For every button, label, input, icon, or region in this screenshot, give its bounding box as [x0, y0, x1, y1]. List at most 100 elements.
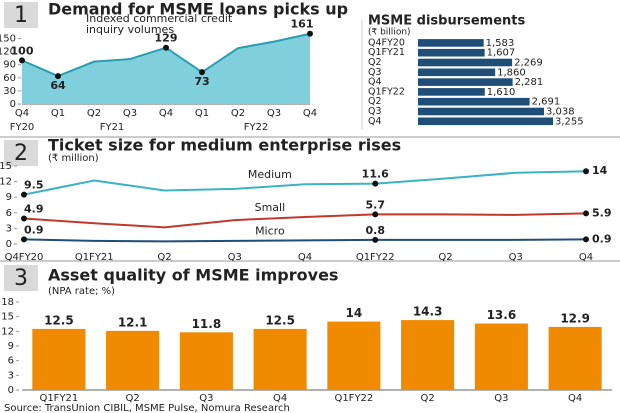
x-tick-label: Q2 [438, 252, 452, 263]
bar [418, 117, 553, 126]
x-group-label: FY21 [100, 122, 125, 133]
y-tick-label: Q3 [368, 106, 382, 117]
point [583, 168, 589, 175]
point [199, 69, 205, 76]
y-tick-label: Q1FY21 [368, 47, 405, 58]
x-tick-label: Q4 [303, 108, 317, 119]
point [19, 57, 25, 64]
point [21, 215, 27, 222]
bar [548, 326, 602, 390]
y-tick-label: 9 [6, 192, 12, 203]
area [22, 33, 310, 104]
y-tick-label: 3 [6, 223, 12, 234]
panel-title: Demand for MSME loans picks up [48, 0, 348, 19]
data-label: 5.9 [592, 206, 612, 219]
source: Source: TransUnion CIBIL, MSME Pulse, No… [4, 403, 290, 413]
y-tick-label: 150 [0, 34, 16, 45]
badge-number: 1 [14, 3, 28, 28]
y-tick-label: Q4 [368, 116, 382, 127]
x-tick-label: Q2 [126, 393, 140, 404]
y-tick-label: 15 [1, 312, 14, 323]
x-tick-label: Q3 [228, 252, 242, 263]
x-tick-label: Q3 [509, 252, 523, 263]
x-tick-label: Q3 [123, 108, 137, 119]
data-label: 73 [194, 75, 209, 88]
x-tick-label: Q4 [579, 252, 593, 263]
x-group-label: FY20 [10, 122, 35, 133]
data-label: 14 [592, 164, 608, 177]
y-tick-label: 6 [8, 356, 14, 367]
badge [4, 2, 38, 28]
y-tick-label: Q4 [368, 77, 382, 88]
data-label: 11.8 [192, 317, 222, 331]
y-tick-label: Q2 [368, 96, 382, 107]
point [307, 30, 313, 37]
y-tick-label: 60 [3, 73, 16, 84]
x-tick-label: Q1 [51, 108, 65, 119]
bar [179, 332, 233, 390]
x-tick-label: Q1 [195, 108, 209, 119]
data-label: 1,583 [486, 38, 515, 49]
chart-subtitle: Indexed commercial credit inquiry volume… [86, 12, 233, 36]
line [23, 238, 587, 243]
y-tick-label: 6 [6, 208, 12, 219]
x-tick-label: Q4 [15, 108, 29, 119]
x-tick-label: Q3 [199, 393, 213, 404]
data-label: 2,269 [514, 58, 543, 69]
point [583, 210, 589, 217]
y-tick-label: 0 [10, 99, 16, 110]
y-tick-label: 15 [0, 161, 12, 172]
data-label: 1,610 [487, 87, 516, 98]
y-tick-label: 0 [6, 239, 12, 250]
x-tick-label: Q1FY22 [356, 252, 395, 263]
y-tick-label: 90 [3, 60, 16, 71]
data-label: 5.7 [366, 198, 386, 211]
series-label: Small [255, 201, 286, 214]
bar [474, 323, 528, 390]
x-tick-label: Q4FY20 [5, 252, 44, 263]
x-tick-label: Q2 [231, 108, 245, 119]
x-group-label: FY22 [244, 122, 269, 133]
badge [4, 265, 38, 291]
bar [32, 328, 86, 390]
point [55, 73, 61, 80]
data-label: 12.5 [44, 313, 74, 327]
x-tick-label: Q2 [87, 108, 101, 119]
data-label: 12.9 [560, 311, 590, 325]
data-label: 2,691 [532, 97, 561, 108]
x-tick-label: Q2 [157, 252, 171, 263]
x-tick-label: Q2 [421, 393, 435, 404]
series-label: Micro [255, 224, 285, 237]
x-tick-label: Q1FY21 [75, 252, 114, 263]
bar [418, 58, 513, 67]
chart-title: MSME disbursements [368, 14, 526, 29]
x-tick-label: Q3 [494, 393, 508, 404]
bar [401, 320, 455, 390]
point [372, 211, 379, 218]
point [372, 236, 379, 243]
y-tick-label: 12 [0, 177, 12, 188]
y-tick-label: 9 [8, 341, 14, 352]
point [21, 236, 27, 243]
bar [418, 97, 530, 106]
y-tick-label: Q4FY20 [368, 37, 405, 48]
data-label: 161 [291, 18, 314, 31]
x-tick-label: Q4 [159, 108, 173, 119]
y-tick-label: 0 [8, 385, 14, 396]
badge [4, 140, 38, 166]
line [23, 212, 587, 229]
bar [106, 330, 160, 390]
data-label: 0.9 [24, 223, 44, 236]
y-tick-label: 18 [1, 297, 14, 308]
data-label: 64 [50, 79, 66, 92]
x-tick-label: Q3 [267, 108, 281, 119]
data-label: 1,860 [497, 67, 526, 78]
bar [418, 48, 485, 57]
x-tick-label: Q4 [568, 393, 582, 404]
x-tick-label: Q4 [298, 252, 312, 263]
x-tick-label: Q1FY21 [39, 393, 78, 404]
data-label: 129 [155, 32, 178, 45]
data-label: 100 [11, 44, 34, 57]
chart-subtitle: (₹ billion) [368, 28, 411, 38]
bar [253, 328, 307, 390]
